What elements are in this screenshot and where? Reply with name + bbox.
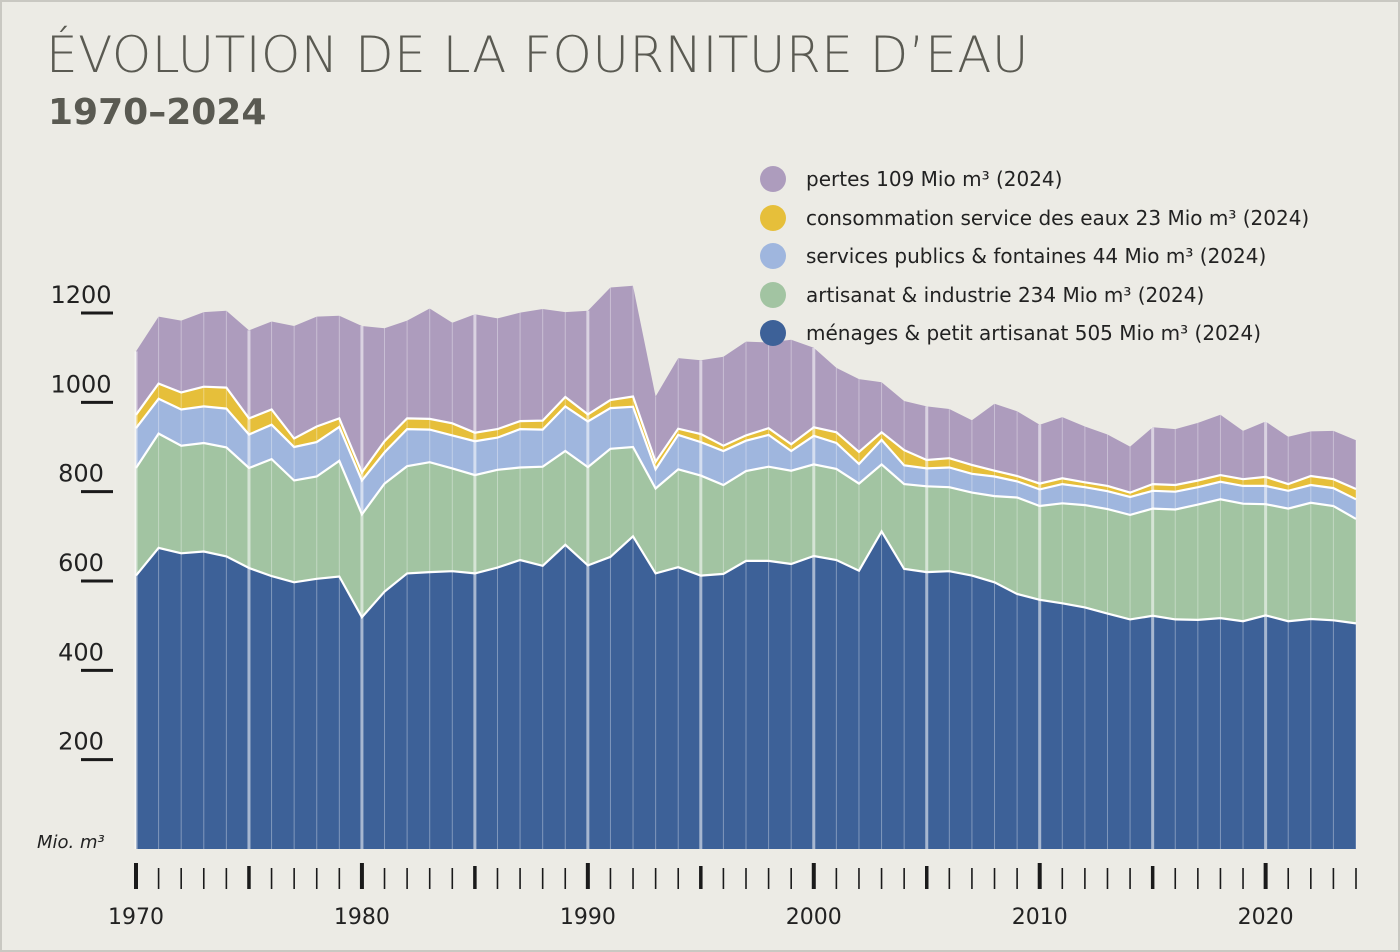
series-boundaries xyxy=(135,382,1357,625)
legend-item: pertes 109 Mio m³ (2024) xyxy=(760,160,1309,199)
x-tick-label: 1970 xyxy=(108,905,164,930)
y-tick-label: 200 xyxy=(58,728,104,756)
legend-label: artisanat & industrie 234 Mio m³ (2024) xyxy=(806,282,1205,307)
legend-swatch xyxy=(760,243,786,270)
boundary-line-3 xyxy=(135,382,1357,494)
y-axis: 200 400 600 800 1000 1200 xyxy=(50,281,113,762)
legend-swatch xyxy=(760,281,786,308)
area-series-1 xyxy=(136,433,1356,624)
boundary-line-2 xyxy=(135,397,1357,501)
x-tick-label: 1990 xyxy=(560,905,616,930)
chart-title: ÉVOLUTION DE LA FOURNITURE D’EAU xyxy=(46,26,1030,84)
legend-item: artisanat & industrie 234 Mio m³ (2024) xyxy=(760,276,1309,315)
x-tick-label: 1980 xyxy=(334,905,390,930)
legend-item: ménages & petit artisanat 505 Mio m³ (20… xyxy=(760,314,1309,353)
y-tick-label: 400 xyxy=(58,638,104,666)
legend: pertes 109 Mio m³ (2024) consommation ser… xyxy=(760,160,1309,353)
y-unit-label: Mio. m³ xyxy=(37,832,105,853)
legend-item: services publics & fontaines 44 Mio m³ (… xyxy=(760,237,1309,276)
legend-label: ménages & petit artisanat 505 Mio m³ (20… xyxy=(806,321,1262,346)
legend-swatch xyxy=(760,204,786,231)
area-series-0 xyxy=(136,531,1356,849)
x-tick-label: 2020 xyxy=(1238,905,1294,930)
year-grid-lines xyxy=(134,285,1357,849)
area-series-2 xyxy=(136,398,1356,519)
y-tick-label: 600 xyxy=(58,549,104,577)
series-areas xyxy=(136,285,1356,849)
x-axis: 1970 1980 1990 2000 2010 2020 xyxy=(108,863,1357,930)
legend-swatch xyxy=(760,166,786,193)
y-tick-label: 1000 xyxy=(50,370,111,398)
boundary-line-0 xyxy=(135,529,1357,625)
legend-label: consommation service des eaux 23 Mio m³ … xyxy=(806,205,1310,230)
legend-item: consommation service des eaux 23 Mio m³ … xyxy=(760,199,1309,238)
y-tick-label: 800 xyxy=(58,460,104,488)
legend-swatch xyxy=(760,320,786,347)
chart-subtitle: 1970–2024 xyxy=(48,92,267,133)
legend-label: pertes 109 Mio m³ (2024) xyxy=(806,167,1063,192)
area-series-4 xyxy=(136,285,1356,493)
boundary-line-1 xyxy=(135,432,1357,520)
y-tick-label: 1200 xyxy=(50,281,111,309)
x-tick-label: 2000 xyxy=(786,905,842,930)
x-tick-label: 2010 xyxy=(1012,905,1068,930)
legend-label: services publics & fontaines 44 Mio m³ (… xyxy=(806,244,1267,269)
